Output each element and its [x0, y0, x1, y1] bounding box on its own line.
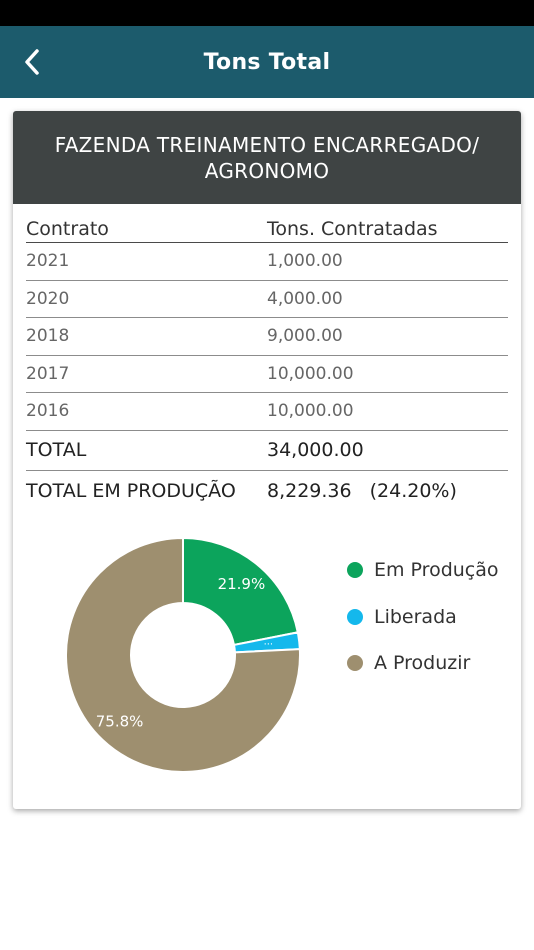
- donut-chart[interactable]: 21.9%... 75.8%: [63, 535, 303, 775]
- donut-slice[interactable]: [65, 536, 301, 773]
- total-value: 34,000.00: [267, 439, 364, 461]
- production-row: TOTAL EM PRODUÇÃO 8,229.36 (24.20%): [26, 471, 508, 511]
- total-row: TOTAL 34,000.00: [26, 431, 508, 471]
- chart-legend: Em Produção Liberada A Produzir: [347, 547, 499, 687]
- cell-contrato: 2018: [26, 326, 70, 347]
- donut-slice[interactable]: [182, 536, 299, 647]
- table-row: 2017 10,000.00: [26, 356, 508, 393]
- legend-dot-icon: [347, 608, 363, 625]
- app-bar: Tons Total: [0, 26, 534, 98]
- farm-title-line1: FAZENDA TREINAMENTO ENCARREGADO/: [54, 132, 480, 157]
- legend-dot-icon: [347, 562, 363, 579]
- cell-tons: 10,000.00: [267, 401, 354, 422]
- farm-title-line2: AGRONOMO: [204, 158, 330, 183]
- cell-tons: 4,000.00: [267, 288, 343, 309]
- cell-tons: 1,000.00: [267, 251, 343, 272]
- chevron-left-icon: [25, 49, 39, 75]
- legend-label: Em Produção: [374, 559, 499, 582]
- table-row: 2020 4,000.00: [26, 281, 508, 318]
- chart-area: 21.9%... 75.8% Em Produção Liberada A Pro…: [13, 531, 521, 781]
- column-header-tons: Tons. Contratadas: [267, 218, 438, 240]
- table-row: 2016 10,000.00: [26, 393, 508, 431]
- legend-item-a-produzir[interactable]: A Produzir: [347, 640, 499, 687]
- production-value-cell: 8,229.36 (24.20%): [267, 480, 508, 502]
- cell-contrato: 2016: [26, 401, 70, 422]
- legend-dot-icon: [347, 655, 363, 672]
- cell-contrato: 2020: [26, 288, 70, 309]
- cell-contrato: 2017: [26, 363, 70, 384]
- page-title: Tons Total: [203, 49, 331, 75]
- legend-label: A Produzir: [374, 652, 471, 675]
- legend-label: Liberada: [374, 605, 457, 628]
- cell-tons: 9,000.00: [267, 326, 343, 347]
- contracts-table: Contrato Tons. Contratadas 2021 1,000.00…: [26, 218, 508, 511]
- total-label: TOTAL: [26, 439, 87, 461]
- table-row: 2021 1,000.00: [26, 243, 508, 281]
- summary-card: FAZENDA TREINAMENTO ENCARREGADO/ AGRONOM…: [13, 111, 521, 809]
- back-button[interactable]: [14, 44, 50, 80]
- production-percent: (24.20%): [369, 479, 457, 502]
- cell-tons: 10,000.00: [267, 363, 354, 384]
- slice-data-label: 75.8%: [96, 713, 144, 731]
- legend-item-liberada[interactable]: Liberada: [347, 594, 499, 641]
- table-row: 2018 9,000.00: [26, 318, 508, 356]
- production-label: TOTAL EM PRODUÇÃO: [26, 479, 236, 502]
- slice-data-label: 21.9%: [218, 575, 266, 593]
- table-header: Contrato Tons. Contratadas: [26, 218, 508, 243]
- card-header: FAZENDA TREINAMENTO ENCARREGADO/ AGRONOM…: [13, 111, 521, 204]
- farm-title: FAZENDA TREINAMENTO ENCARREGADO/ AGRONOM…: [55, 132, 480, 184]
- slice-data-label: ...: [264, 636, 274, 647]
- legend-item-em-producao[interactable]: Em Produção: [347, 547, 499, 594]
- cell-contrato: 2021: [26, 251, 70, 272]
- production-value: 8,229.36: [267, 479, 352, 502]
- column-header-contrato: Contrato: [26, 218, 109, 240]
- status-bar: [0, 0, 534, 26]
